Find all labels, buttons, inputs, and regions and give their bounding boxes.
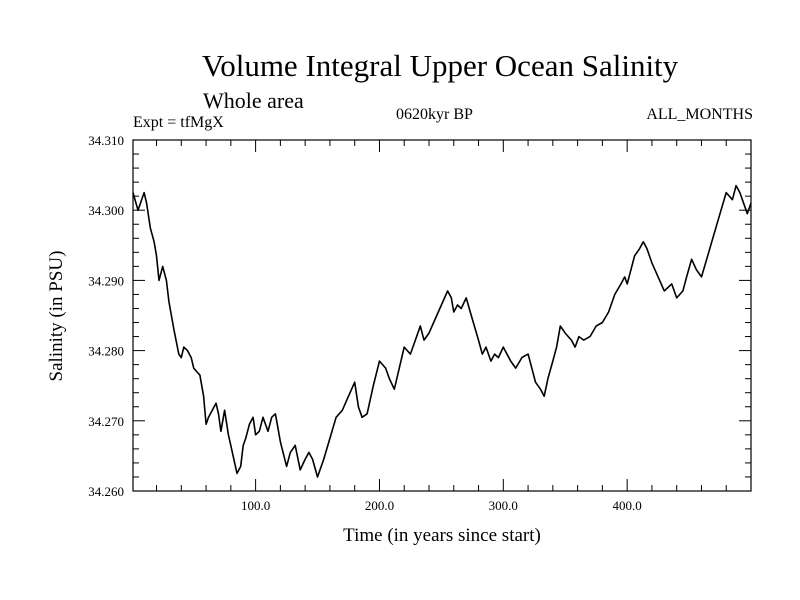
salinity-series-line <box>132 184 752 478</box>
experiment-label: Expt = tfMgX <box>133 114 224 131</box>
y-tick-label: 34.260 <box>88 484 124 499</box>
x-tick-label: 300.0 <box>489 498 518 513</box>
x-tick-label: 400.0 <box>613 498 642 513</box>
y-tick-label: 34.290 <box>88 273 124 288</box>
y-tick-label: 34.270 <box>88 414 124 429</box>
x-tick-label: 100.0 <box>241 498 270 513</box>
plot-frame <box>132 139 752 492</box>
axis-tick-labels: 100.0 200.0 300.0 400.0 34.260 34.270 34.280 34… <box>88 133 642 513</box>
months-label: ALL_MONTHS <box>646 106 753 123</box>
y-tick-label: 34.300 <box>88 203 124 218</box>
chart-subtitle: Whole area <box>203 88 304 113</box>
y-tick-label: 34.310 <box>88 133 124 148</box>
x-tick-label: 200.0 <box>365 498 394 513</box>
y-tick-label: 34.280 <box>88 344 124 359</box>
period-label: 0620kyr BP <box>396 106 473 123</box>
chart-title: Volume Integral Upper Ocean Salinity <box>201 48 679 83</box>
x-axis-label: Time (in years since start) <box>343 525 541 546</box>
y-axis-label: Salinity (in PSU) <box>46 251 67 382</box>
axis-ticks <box>133 139 751 492</box>
